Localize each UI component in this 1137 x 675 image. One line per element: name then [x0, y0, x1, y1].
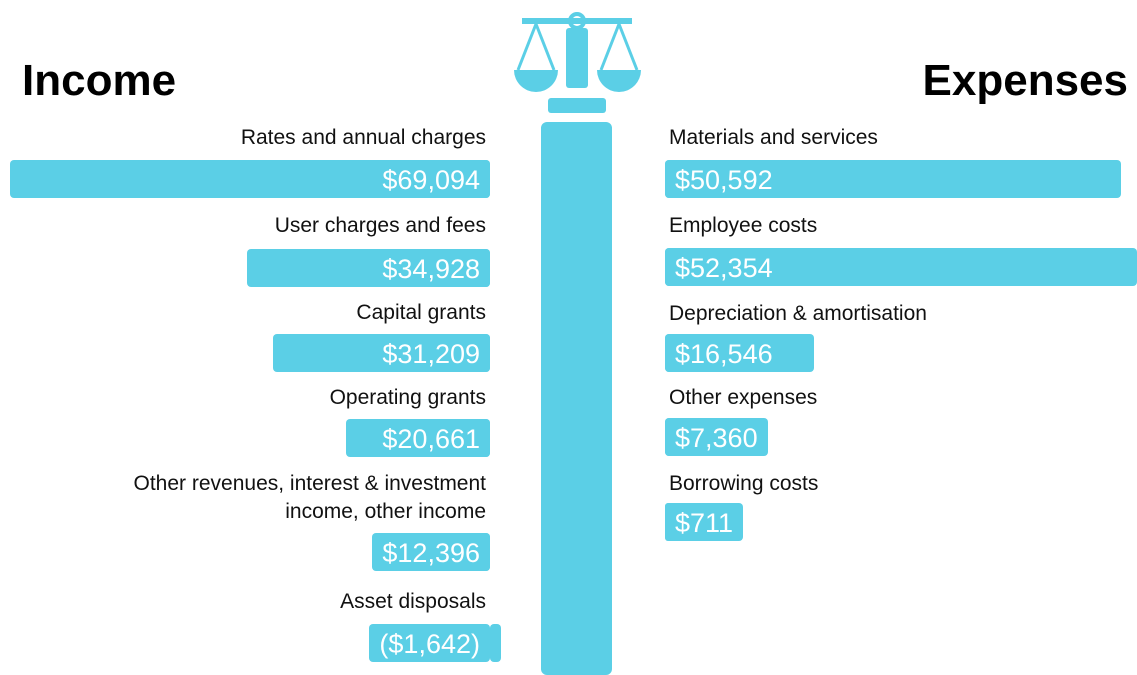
- value-label: $50,592: [675, 165, 773, 195]
- value-label: $711: [675, 508, 734, 538]
- bar: [665, 160, 1122, 198]
- income-title: Income: [22, 56, 177, 105]
- bar: [346, 419, 490, 457]
- bar: [490, 624, 502, 662]
- value-label: $31,209: [382, 339, 480, 369]
- category-label: Capital grants: [356, 301, 486, 324]
- bar: [247, 249, 490, 287]
- label-box: [369, 624, 490, 662]
- value-label: $12,396: [382, 538, 480, 568]
- bar: [403, 533, 490, 571]
- value-label: $69,094: [382, 165, 480, 195]
- category-label: Rates and annual charges: [240, 126, 486, 149]
- bar: [665, 503, 672, 541]
- category-label: Materials and services: [669, 126, 878, 149]
- category-label: Borrowing costs: [669, 472, 819, 495]
- bar: [273, 334, 490, 372]
- category-label: Operating grants: [329, 386, 486, 409]
- value-label: $7,360: [675, 423, 758, 453]
- bar: [665, 418, 732, 456]
- category-label: Asset disposals: [340, 590, 486, 613]
- value-label: $52,354: [675, 253, 773, 283]
- label-box: [665, 503, 743, 541]
- bar: [665, 248, 1137, 286]
- category-label: Employee costs: [669, 214, 818, 237]
- category-label: Depreciation & amortisation: [669, 302, 927, 325]
- bar: [10, 160, 490, 198]
- category-label: User charges and fees: [274, 214, 486, 237]
- value-label: $20,661: [382, 424, 480, 454]
- expenses-title: Expenses: [922, 56, 1128, 105]
- value-label: ($1,642): [379, 629, 480, 659]
- value-label: $16,546: [675, 339, 773, 369]
- category-label: Other revenues, interest & investment in…: [133, 472, 487, 523]
- bar: [665, 334, 815, 372]
- category-label: Other expenses: [669, 386, 818, 409]
- value-label: $34,928: [382, 254, 480, 284]
